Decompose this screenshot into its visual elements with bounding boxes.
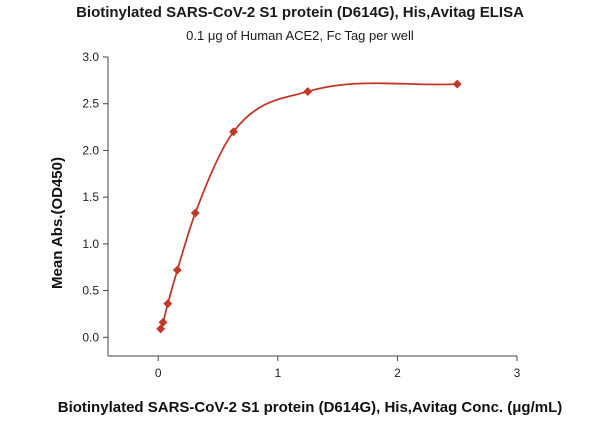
data-point xyxy=(229,127,239,137)
data-point xyxy=(158,317,168,327)
y-tick-label: 2.0 xyxy=(82,143,99,157)
x-tick-label: 1 xyxy=(274,366,281,380)
x-tick-label: 2 xyxy=(394,366,401,380)
data-points-layer xyxy=(156,79,462,334)
data-point xyxy=(156,324,166,334)
y-tick-label: 0.5 xyxy=(82,284,99,298)
y-axis-title: Mean Abs.(OD450) xyxy=(49,157,66,289)
y-tick-label: 3.0 xyxy=(82,50,99,64)
x-tick-label: 3 xyxy=(514,366,521,380)
axes: 0.0 0.5 1.0 1.5 2.0 2.5 3.0 0 1 2 3 xyxy=(82,50,520,380)
data-point xyxy=(190,208,200,218)
y-tick-label: 0.0 xyxy=(82,330,99,344)
y-tick-label: 1.0 xyxy=(82,237,99,251)
data-point xyxy=(303,87,313,97)
chart-subtitle: 0.1 μg of Human ACE2, Fc Tag per well xyxy=(186,28,414,43)
fit-curve-layer xyxy=(159,82,458,330)
data-point xyxy=(452,79,462,89)
fit-curve xyxy=(159,82,458,330)
y-tick-label: 2.5 xyxy=(82,97,99,111)
data-point xyxy=(163,299,173,309)
data-point xyxy=(172,265,182,275)
x-tick-label: 0 xyxy=(155,366,162,380)
x-axis-title: Biotinylated SARS-CoV-2 S1 protein (D614… xyxy=(58,399,563,416)
chart-title: Biotinylated SARS-CoV-2 S1 protein (D614… xyxy=(76,4,524,21)
y-tick-label: 1.5 xyxy=(82,190,99,204)
